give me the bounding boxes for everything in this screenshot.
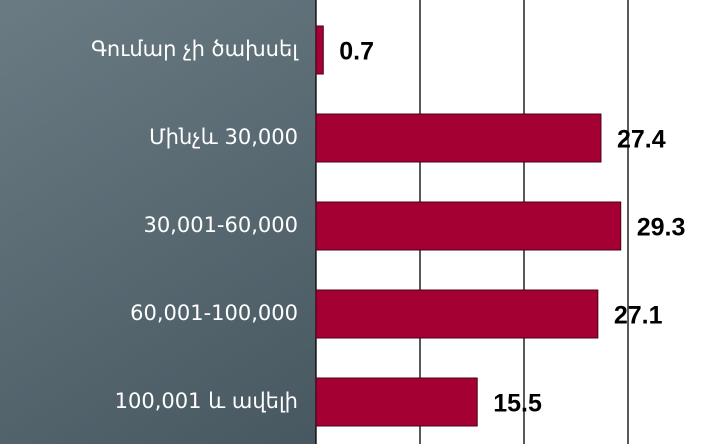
y-tick-label: 30,001-60,000 bbox=[143, 213, 298, 237]
bar bbox=[315, 201, 622, 251]
y-tick-label: Գումար չի ծախսել bbox=[91, 37, 299, 61]
data-label: 15.5 bbox=[493, 390, 542, 418]
bar bbox=[315, 377, 478, 427]
y-tick-label: Մինչև 30,000 bbox=[149, 125, 298, 149]
bar bbox=[315, 289, 599, 339]
y-tick-label: 100,001 և ավելի bbox=[115, 389, 298, 413]
data-label: 27.1 bbox=[614, 302, 663, 330]
y-tick-label: 60,001-100,000 bbox=[130, 301, 298, 325]
bar bbox=[315, 25, 324, 75]
bar bbox=[315, 113, 602, 163]
data-label: 0.7 bbox=[339, 38, 374, 66]
data-label: 29.3 bbox=[637, 214, 686, 242]
data-label: 27.4 bbox=[617, 126, 666, 154]
